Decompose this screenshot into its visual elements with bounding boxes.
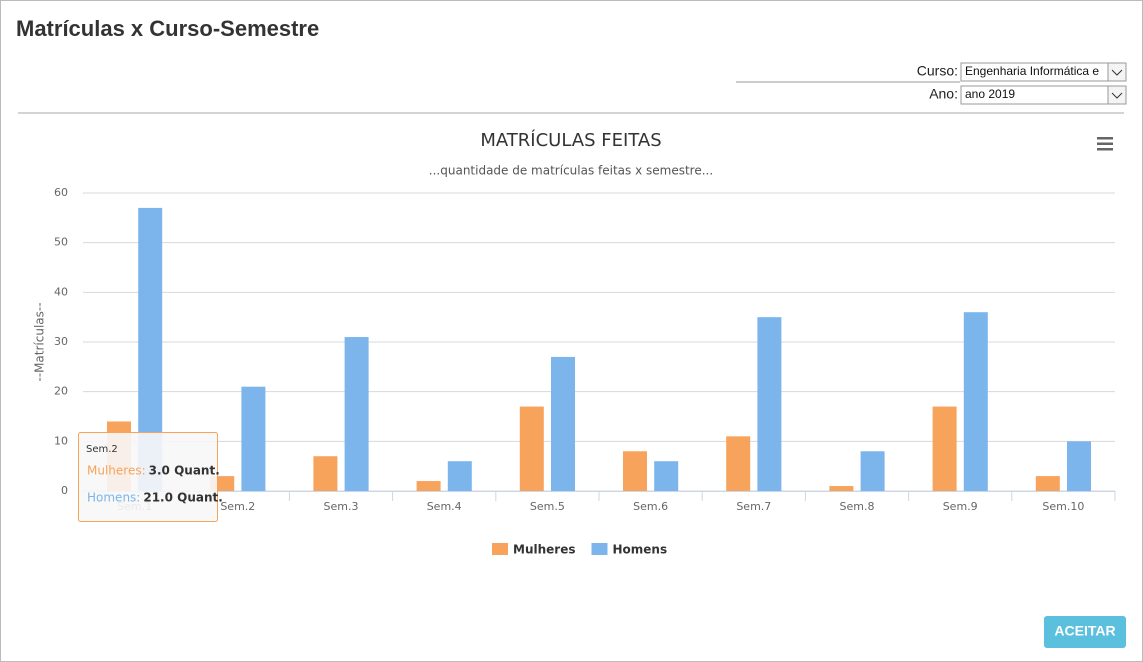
curso-value[interactable]: Engenharia Informática e [965,64,1099,78]
ano-label: Ano: [929,86,958,102]
x-tick-label: Sem.8 [840,500,875,513]
x-tick-label: Sem.4 [427,500,462,513]
bar [860,451,885,491]
bar [757,317,782,491]
menu-bar[interactable] [1097,142,1113,146]
bar [963,312,988,491]
y-axis-label: --Matrículas-- [33,302,47,381]
legend-swatch [591,543,608,555]
chart-title: MATRÍCULAS FEITAS [480,129,661,151]
bar [313,456,338,491]
menu-bar[interactable] [1097,148,1113,151]
legend-label: Mulheres [513,543,575,557]
arrow-icon [1111,69,1123,76]
bar [447,461,472,491]
x-tick-label: Sem.6 [633,500,668,513]
legend-swatch [492,543,508,555]
y-tick-label: 10 [54,434,68,447]
bar [623,451,647,491]
tooltip: Sem.2 Mulheres: 3.0 Quant. Homens: 21.0 Quan… [78,432,223,522]
x-tick-label: Sem.9 [943,500,978,513]
legend-label: Homens [612,543,667,557]
tooltip-name: Homens: [87,491,140,505]
tooltip-box [78,432,218,522]
curso-label: Curso: [917,63,958,79]
ano-value[interactable]: ano 2019 [965,87,1015,101]
y-tick-label: 0 [61,484,68,497]
select-arrow[interactable] [1107,85,1127,105]
bar [344,337,369,491]
curso-select[interactable]: Engenharia Informática e [960,62,1127,82]
bar [1035,476,1060,491]
select-arrow[interactable] [1107,62,1127,82]
tooltip-name: Mulheres: [87,464,146,478]
chart-subtitle: ...quantidade de matrículas feitas x sem… [429,164,713,178]
x-tick-label: Sem.3 [324,500,359,513]
bar [241,386,266,491]
tooltip-value: 21.0 Quant. [143,491,222,505]
arrow-icon [1111,92,1123,99]
x-tick-label: Sem.10 [1042,500,1084,513]
chart: MATRÍCULAS FEITAS ...quantidade de matrí… [33,129,1116,557]
y-tick-label: 60 [54,186,68,199]
bar [726,436,751,491]
bar [1067,441,1091,491]
bar [416,481,441,491]
y-tick-label: 20 [54,385,68,398]
menu-icon[interactable] [1097,137,1113,151]
tooltip-value: 3.0 Quant. [149,464,220,478]
dialog-title: Matrículas x Curso-Semestre [16,16,319,41]
button-bg[interactable] [1044,616,1126,648]
x-tick-label: Sem.5 [530,500,565,513]
y-tick-label: 50 [54,236,68,249]
button-label[interactable]: ACEITAR [1054,623,1115,639]
x-tick-label: Sem.2 [220,500,255,513]
bar [551,356,575,491]
bar [519,406,544,491]
tooltip-header: Sem.2 [86,444,118,455]
y-tick-label: 30 [54,335,68,348]
menu-bar[interactable] [1097,137,1113,140]
bar [829,486,854,491]
x-tick-label: Sem.7 [736,500,771,513]
bar [932,406,957,491]
aceitar-button[interactable]: ACEITAR [1044,616,1126,648]
y-tick-label: 40 [54,285,68,298]
bar [654,461,679,491]
ano-select[interactable]: ano 2019 [960,85,1127,105]
